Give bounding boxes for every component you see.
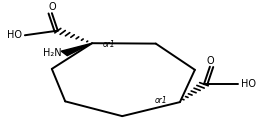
Text: HO: HO bbox=[241, 79, 256, 89]
Text: or1: or1 bbox=[103, 40, 115, 49]
Text: or1: or1 bbox=[154, 96, 167, 105]
Text: HO: HO bbox=[7, 30, 22, 40]
Text: O: O bbox=[48, 2, 56, 12]
Text: O: O bbox=[206, 56, 214, 66]
Text: H₂N: H₂N bbox=[43, 48, 62, 58]
Polygon shape bbox=[61, 43, 92, 56]
